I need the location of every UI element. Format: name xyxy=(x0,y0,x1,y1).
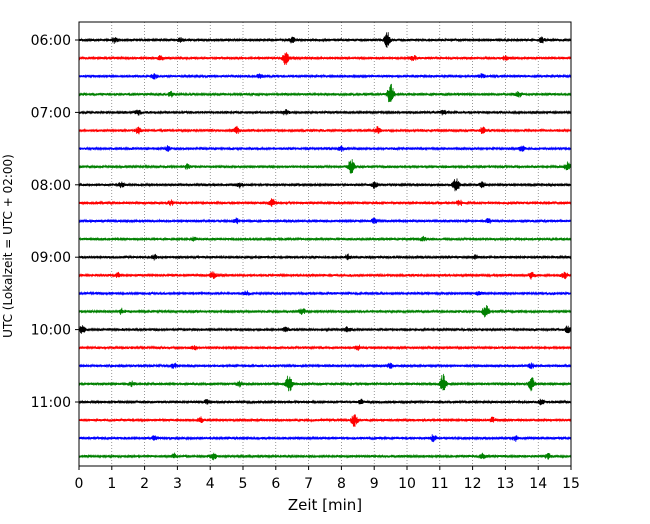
trace-0815 xyxy=(78,198,572,208)
y-tick-label: 08:00 xyxy=(31,178,71,194)
trace-0945 xyxy=(78,305,572,318)
x-axis-label: Zeit [min] xyxy=(288,496,362,514)
trace-0730 xyxy=(78,145,572,152)
x-tick-label: 10 xyxy=(398,476,416,492)
x-tick-label: 11 xyxy=(431,476,449,492)
plot-frame xyxy=(78,21,572,467)
trace-1130 xyxy=(78,434,572,443)
trace-layer xyxy=(78,32,572,461)
trace-0830 xyxy=(78,217,572,225)
trace-1030 xyxy=(78,362,572,370)
x-tick-label: 9 xyxy=(370,476,379,492)
x-tick-label: 3 xyxy=(173,476,182,492)
x-tick-label: 8 xyxy=(337,476,346,492)
trace-0600 xyxy=(78,32,572,48)
trace-0900 xyxy=(78,253,572,261)
y-tick-label: 07:00 xyxy=(31,105,71,121)
trace-1045 xyxy=(78,373,572,392)
x-tick-label: 0 xyxy=(75,476,84,492)
trace-0615 xyxy=(78,52,572,65)
trace-0715 xyxy=(78,125,572,135)
y-tick-label: 06:00 xyxy=(31,33,71,49)
y-tick-label: 10:00 xyxy=(31,323,71,339)
trace-0915 xyxy=(78,271,572,280)
trace-0930 xyxy=(78,290,572,297)
trace-1100 xyxy=(78,398,572,406)
trace-0645 xyxy=(78,83,572,103)
trace-0630 xyxy=(78,73,572,80)
x-tick-label: 6 xyxy=(271,476,280,492)
x-tick-label: 14 xyxy=(529,476,547,492)
trace-0700 xyxy=(78,108,572,116)
trace-0745 xyxy=(78,159,572,174)
x-tick-label: 15 xyxy=(562,476,580,492)
x-tick-label: 5 xyxy=(239,476,248,492)
trace-0845 xyxy=(78,235,572,242)
x-tick-label: 12 xyxy=(464,476,482,492)
x-tick-label: 7 xyxy=(304,476,313,492)
y-tick-label: 11:00 xyxy=(31,395,71,411)
x-tick-label: 13 xyxy=(496,476,514,492)
trace-0800 xyxy=(78,178,572,192)
trace-1115 xyxy=(78,414,572,427)
trace-1015 xyxy=(78,344,572,351)
y-axis-ticks: 06:00 07:00 08:00 09:00 10:00 11:00 xyxy=(31,33,79,411)
x-tick-label: 4 xyxy=(206,476,215,492)
y-tick-label: 09:00 xyxy=(31,250,71,266)
trace-1145 xyxy=(78,452,572,461)
x-tick-label: 1 xyxy=(107,476,116,492)
trace-1000 xyxy=(78,325,572,334)
vertical-grid xyxy=(111,22,539,466)
y-axis-label: UTC (Lokalzeit = UTC + 02:00) xyxy=(1,154,15,338)
x-tick-label: 2 xyxy=(140,476,149,492)
x-axis-ticks: 0 1 2 3 4 5 6 7 8 9 10 11 12 13 14 15 xyxy=(75,466,580,492)
